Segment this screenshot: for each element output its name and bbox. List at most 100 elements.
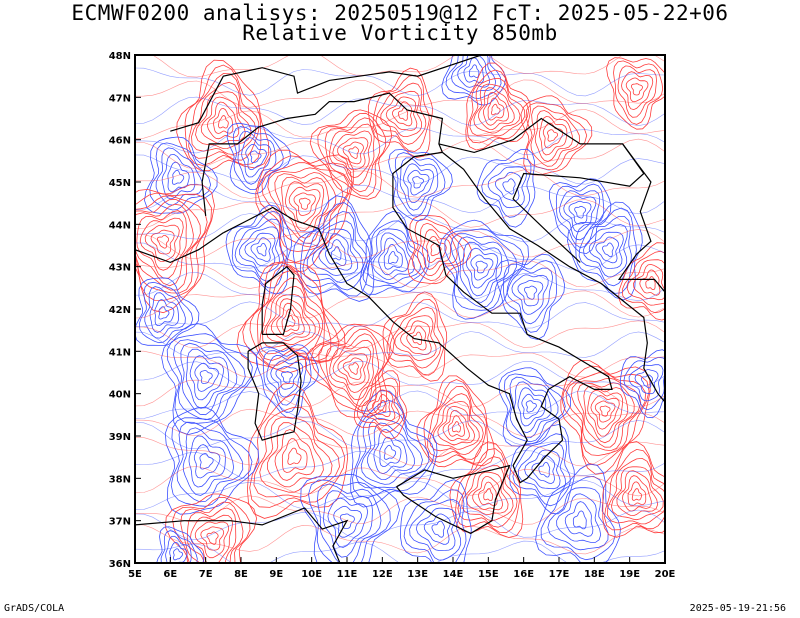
positive-vorticity-contour (309, 109, 393, 200)
negative-vorticity-contour (176, 421, 244, 503)
lat-tick-label: 42N (109, 305, 131, 316)
positive-vorticity-contour (525, 102, 588, 171)
negative-vorticity-contour (339, 513, 355, 529)
positive-vorticity-contour (613, 60, 664, 125)
positive-vorticity-contour (622, 475, 652, 512)
negative-vorticity-contour (302, 211, 368, 291)
lat-tick-label: 47N (109, 93, 131, 104)
negative-vorticity-contour (564, 501, 594, 537)
positive-vorticity-contour (406, 325, 427, 351)
negative-vorticity-contour (403, 489, 467, 563)
negative-vorticity-contour (352, 399, 435, 498)
vorticity-field (135, 55, 665, 563)
negative-vorticity-contour (138, 281, 194, 344)
positive-vorticity-contour (604, 448, 665, 531)
negative-vorticity-contour (431, 520, 445, 538)
positive-vorticity-contour (135, 350, 665, 378)
coastline-path (442, 151, 665, 403)
positive-vorticity-contour (427, 386, 486, 460)
positive-vorticity-contour (329, 339, 374, 401)
positive-vorticity-contour (267, 167, 344, 248)
negative-vorticity-contour (383, 244, 403, 270)
negative-vorticity-contour (373, 428, 408, 475)
negative-vorticity-contour (160, 530, 198, 563)
negative-vorticity-contour (135, 390, 665, 419)
positive-vorticity-contour (561, 365, 650, 466)
negative-vorticity-contour (362, 220, 427, 288)
negative-vorticity-contour (487, 166, 528, 209)
negative-vorticity-contour (226, 122, 292, 195)
negative-vorticity-contour (502, 178, 516, 195)
negative-vorticity-contour (438, 219, 530, 320)
positive-vorticity-contour (348, 362, 359, 375)
positive-vorticity-contour (135, 169, 665, 199)
negative-vorticity-contour (167, 161, 190, 192)
lon-tick-label: 5E (128, 569, 142, 580)
negative-vorticity-contour (567, 201, 643, 301)
positive-vorticity-contour (135, 199, 201, 291)
negative-vorticity-contour (462, 241, 503, 297)
positive-vorticity-contour (426, 235, 447, 263)
positive-vorticity-contour (483, 488, 494, 502)
negative-vorticity-contour (161, 323, 259, 436)
positive-vorticity-contour (281, 176, 330, 239)
negative-vorticity-contour (415, 507, 457, 551)
negative-vorticity-contour (465, 247, 499, 289)
lon-tick-label: 14E (443, 569, 464, 580)
positive-vorticity-contour (262, 285, 321, 350)
negative-vorticity-contour (135, 301, 665, 329)
negative-vorticity-contour (475, 260, 488, 274)
negative-vorticity-contour (403, 163, 435, 204)
positive-vorticity-contour (432, 400, 480, 450)
positive-vorticity-contour (135, 203, 194, 287)
positive-vorticity-contour (478, 87, 515, 131)
negative-vorticity-contour (225, 204, 293, 295)
positive-vorticity-contour (135, 109, 665, 139)
negative-vorticity-contour (135, 67, 665, 97)
negative-vorticity-contour (400, 479, 472, 563)
negative-vorticity-contour (450, 55, 497, 93)
positive-vorticity-contour (150, 229, 175, 255)
coastline-path (247, 342, 302, 441)
positive-vorticity-contour (287, 447, 302, 465)
negative-vorticity-contour (468, 64, 480, 79)
positive-vorticity-contour (430, 243, 442, 257)
positive-vorticity-contour (151, 55, 665, 78)
negative-vorticity-contour (583, 224, 628, 278)
negative-vorticity-contour (306, 220, 364, 284)
lat-tick-label: 37N (109, 517, 131, 528)
negative-vorticity-contour (409, 499, 462, 561)
negative-vorticity-contour (525, 400, 537, 413)
negative-vorticity-contour (517, 442, 566, 497)
negative-vorticity-contour (299, 202, 371, 297)
positive-vorticity-contour (136, 210, 187, 279)
negative-vorticity-contour (318, 233, 353, 271)
positive-vorticity-contour (342, 141, 364, 165)
negative-vorticity-contour (275, 366, 299, 390)
positive-vorticity-contour (348, 146, 360, 160)
chart-subtitle: Relative Vorticity 850mb (242, 21, 558, 45)
lon-tick-label: 10E (301, 569, 322, 580)
positive-vorticity-contour (570, 377, 642, 452)
positive-vorticity-contour (386, 298, 445, 376)
negative-vorticity-contour (568, 200, 592, 225)
negative-vorticity-contour (445, 55, 502, 100)
negative-vorticity-contour (595, 236, 619, 264)
positive-vorticity-contour (293, 192, 316, 216)
negative-vorticity-contour (394, 152, 446, 217)
positive-vorticity-contour (366, 389, 396, 422)
negative-vorticity-contour (280, 371, 293, 384)
negative-vorticity-contour (494, 171, 522, 202)
negative-vorticity-contour (521, 393, 543, 420)
positive-vorticity-contour (259, 416, 333, 493)
positive-vorticity-contour (625, 77, 649, 103)
negative-vorticity-contour (383, 444, 397, 460)
negative-vorticity-contour (481, 157, 532, 218)
positive-vorticity-contour (135, 437, 665, 467)
positive-vorticity-contour (259, 277, 324, 355)
positive-vorticity-contour (437, 405, 476, 446)
negative-vorticity-contour (194, 362, 219, 392)
negative-vorticity-contour (327, 497, 369, 548)
positive-vorticity-contour (206, 101, 240, 140)
negative-vorticity-contour (506, 267, 554, 325)
